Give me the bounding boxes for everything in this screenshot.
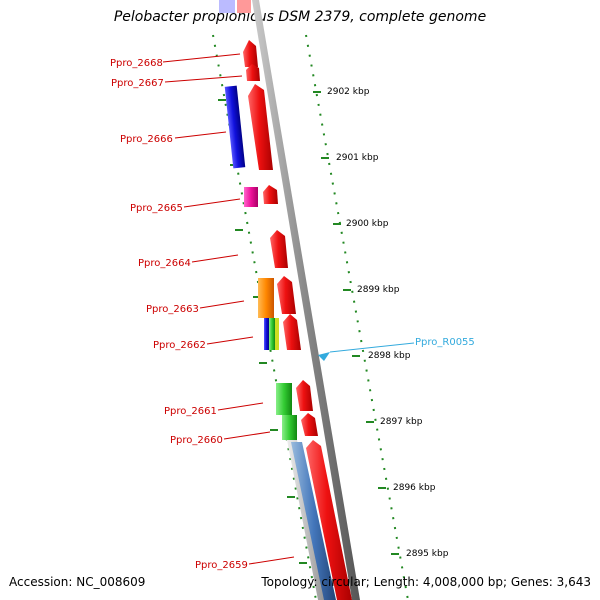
gene-block-orange[interactable]: [258, 278, 274, 318]
faded-gene-block: [237, 0, 251, 13]
gene-block-magenta[interactable]: [244, 187, 258, 207]
kbp-label: 2899 kbp: [357, 285, 400, 295]
gene-arrow-ppro-2668[interactable]: [243, 40, 258, 67]
gene-label[interactable]: Ppro_2661: [164, 406, 217, 417]
gene-leader-line: [223, 431, 271, 440]
gene-leader-line: [164, 75, 243, 83]
gene-leader-line: [248, 556, 295, 565]
gene-label[interactable]: Ppro_2659: [195, 560, 248, 571]
rna-leader-line: [329, 342, 415, 353]
rna-label[interactable]: Ppro_R0055: [415, 337, 475, 348]
kbp-label: 2897 kbp: [380, 417, 423, 427]
gene-block-green[interactable]: [282, 415, 297, 440]
faded-gene-block: [219, 0, 235, 13]
gene-label[interactable]: Ppro_2660: [170, 435, 223, 446]
gene-block-multicolor[interactable]: [264, 318, 269, 350]
gene-leader-line: [183, 198, 241, 208]
kbp-label: 2896 kbp: [393, 483, 436, 493]
gene-block-multicolor[interactable]: [275, 318, 279, 350]
gene-leader-line: [199, 300, 245, 309]
map-title: Pelobacter propionicus DSM 2379, complet…: [113, 9, 487, 25]
kbp-label: 2902 kbp: [327, 87, 370, 97]
gene-block-steelblue[interactable]: [291, 442, 336, 600]
gene-label[interactable]: Ppro_2664: [138, 258, 191, 269]
gene-block-multicolor[interactable]: [269, 318, 275, 350]
gene-arrow-ppro-2661[interactable]: [296, 380, 313, 411]
gene-leader-line: [206, 336, 254, 345]
rna-marker-icon[interactable]: [318, 352, 330, 361]
gene-label[interactable]: Ppro_2666: [120, 134, 173, 145]
gene-leader-line: [162, 53, 241, 63]
gene-arrow-ppro-2659[interactable]: [306, 440, 352, 600]
gene-arrow-ppro-2667[interactable]: [246, 64, 260, 81]
gene-leader-line: [217, 402, 264, 411]
kbp-label: 2898 kbp: [368, 351, 411, 361]
gene-arrow-ppro-2665[interactable]: [263, 185, 278, 204]
gene-arrow-ppro-2660[interactable]: [301, 413, 318, 436]
gene-leader-line: [174, 131, 227, 139]
gene-block-green[interactable]: [276, 383, 292, 415]
gene-arrow-ppro-2664[interactable]: [270, 230, 288, 268]
kbp-label: 2901 kbp: [336, 153, 379, 163]
kbp-label: 2895 kbp: [406, 549, 449, 559]
gene-arrow-ppro-2666[interactable]: [248, 84, 273, 170]
accession-text: Accession: NC_008609: [9, 575, 146, 589]
gene-arrow-ppro-2663[interactable]: [277, 276, 296, 314]
topology-summary-text: Topology: circular; Length: 4,008,000 bp…: [261, 575, 591, 589]
gene-leader-line: [191, 254, 239, 263]
genome-backbone: [252, 0, 360, 600]
gene-block-blue[interactable]: [224, 85, 246, 169]
gene-label[interactable]: Ppro_2668: [110, 58, 163, 69]
gene-label[interactable]: Ppro_2663: [146, 304, 199, 315]
gene-label[interactable]: Ppro_2665: [130, 203, 183, 214]
kbp-label: 2900 kbp: [346, 219, 389, 229]
gene-label[interactable]: Ppro_2662: [153, 340, 206, 351]
gene-label[interactable]: Ppro_2667: [111, 78, 164, 89]
gene-arrow-ppro-2662[interactable]: [283, 314, 301, 350]
